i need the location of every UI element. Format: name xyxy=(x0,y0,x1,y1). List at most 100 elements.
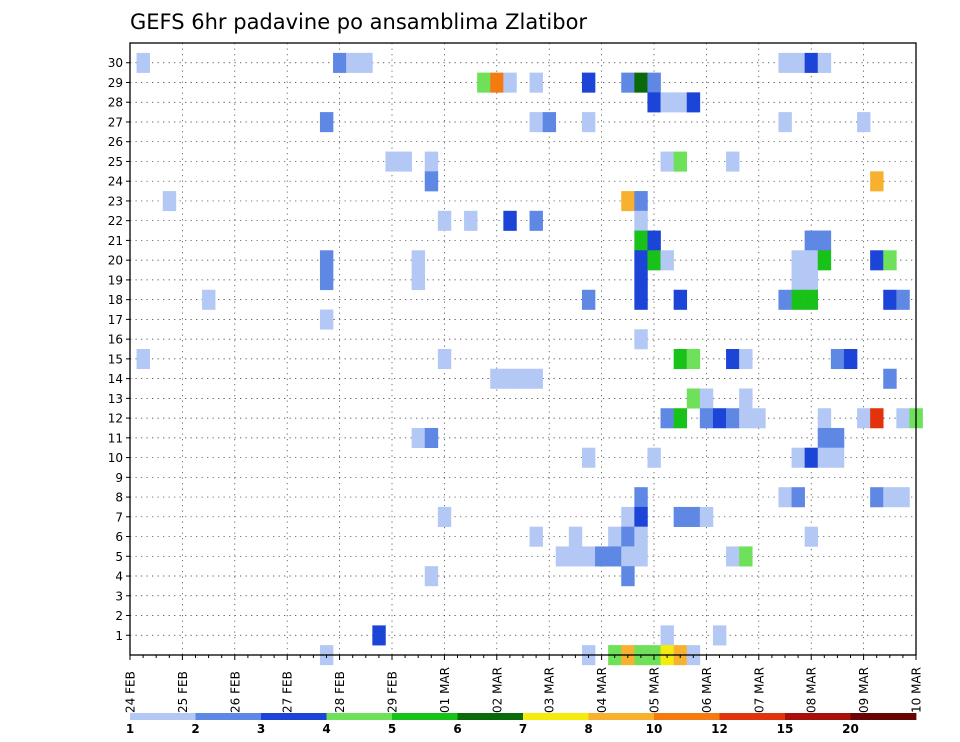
precip-cell xyxy=(686,349,701,370)
precip-cell xyxy=(581,447,596,468)
precip-cell xyxy=(647,72,661,93)
precip-cell xyxy=(739,546,753,567)
colorbar-swatch xyxy=(850,713,917,720)
y-tick-label: 8 xyxy=(115,491,123,505)
precip-cell xyxy=(673,151,688,172)
colorbar-swatch xyxy=(785,713,851,720)
precip-cell xyxy=(424,171,439,192)
precip-cell xyxy=(857,112,871,133)
colorbar-swatch xyxy=(392,713,458,720)
precip-cell xyxy=(529,210,543,231)
precip-cell xyxy=(424,566,439,587)
precip-cell xyxy=(634,506,648,527)
precip-cell xyxy=(830,447,845,468)
x-tick-label: 04 MAR xyxy=(595,667,609,713)
x-tick-label: 28 FEB xyxy=(333,671,347,713)
precip-cell xyxy=(568,546,583,567)
precip-cell xyxy=(529,112,543,133)
y-tick-label: 29 xyxy=(108,76,123,90)
precip-cell xyxy=(411,250,426,271)
grid-lines xyxy=(130,43,916,655)
y-tick-label: 2 xyxy=(115,609,123,623)
precip-cell xyxy=(595,546,609,567)
chart-title: GEFS 6hr padavine po ansamblima Zlatibor xyxy=(130,10,587,34)
precip-cell xyxy=(883,289,897,310)
precip-cell xyxy=(712,408,727,429)
precip-cell xyxy=(686,92,701,113)
y-tick-label: 10 xyxy=(108,451,123,465)
x-tick-label: 05 MAR xyxy=(648,667,662,713)
precip-cell xyxy=(503,72,517,93)
x-tick-label: 27 FEB xyxy=(281,671,295,713)
precip-cell xyxy=(883,487,897,508)
x-tick-label: 03 MAR xyxy=(543,667,557,713)
x-tick-label: 25 FEB xyxy=(176,671,190,713)
x-tick-label: 01 MAR xyxy=(438,667,452,713)
precip-cell xyxy=(529,526,543,547)
precip-cell xyxy=(424,151,439,172)
x-axis-ticks: 24 FEB 25 FEB 26 FEB 27 FEB 28 FEB 29 FEB 01 M… xyxy=(124,655,924,713)
precip-cell xyxy=(503,210,517,231)
precip-cell xyxy=(581,72,596,93)
precip-cell xyxy=(739,408,753,429)
colorbar-swatch xyxy=(326,713,393,720)
precip-cell xyxy=(634,191,648,212)
precip-cell xyxy=(319,112,334,133)
precip-cell xyxy=(647,447,661,468)
precip-cell xyxy=(870,487,884,508)
y-tick-label: 25 xyxy=(108,155,123,169)
precip-cell xyxy=(660,250,674,271)
precip-cell xyxy=(581,289,596,310)
y-tick-label: 27 xyxy=(108,115,123,129)
y-tick-label: 30 xyxy=(108,56,123,70)
colorbar-label: 12 xyxy=(711,722,728,736)
precip-cell xyxy=(634,526,648,547)
precip-cell xyxy=(634,72,648,93)
colorbar-label: 8 xyxy=(584,722,592,736)
x-tick-label: 26 FEB xyxy=(228,671,242,713)
y-tick-label: 5 xyxy=(115,550,123,564)
colorbar-label: 1 xyxy=(126,722,134,736)
precip-cell xyxy=(608,526,622,547)
y-tick-label: 16 xyxy=(108,333,123,347)
precip-cell xyxy=(699,388,714,409)
y-tick-label: 9 xyxy=(115,471,123,485)
precip-cell xyxy=(634,289,648,310)
precip-cell xyxy=(778,289,792,310)
precip-cell xyxy=(830,349,845,370)
precip-cell xyxy=(490,72,504,93)
precip-cell xyxy=(726,151,740,172)
x-tick-label: 10 MAR xyxy=(910,667,924,713)
precipitation-cells xyxy=(136,52,923,666)
precip-cell xyxy=(411,270,426,291)
precip-cell xyxy=(464,210,478,231)
precip-cell xyxy=(529,72,543,93)
precip-cell xyxy=(857,408,871,429)
precip-cell xyxy=(830,427,845,449)
colorbar-label: 20 xyxy=(842,722,859,736)
precip-cell xyxy=(621,191,635,212)
precip-cell xyxy=(778,487,792,508)
precip-cell xyxy=(791,52,805,73)
precip-cell xyxy=(581,112,596,133)
colorbar-label: 10 xyxy=(646,722,663,736)
precip-cell xyxy=(870,408,884,429)
y-tick-label: 12 xyxy=(108,412,123,426)
precip-cell xyxy=(883,368,897,389)
colorbar-label: 2 xyxy=(191,722,199,736)
precip-cell xyxy=(621,566,635,587)
y-tick-label: 15 xyxy=(108,352,123,366)
precip-cell xyxy=(634,487,648,508)
precip-cell xyxy=(411,427,426,449)
colorbar-swatch xyxy=(130,713,196,720)
precip-cell xyxy=(660,92,674,113)
precip-cell xyxy=(699,506,714,527)
precip-cell xyxy=(817,408,832,429)
precip-cell xyxy=(686,506,701,527)
precip-cell xyxy=(647,250,661,271)
colorbar-swatch xyxy=(261,713,327,720)
precip-cell xyxy=(621,546,635,567)
precip-cell xyxy=(634,210,648,231)
precip-cell xyxy=(817,427,832,449)
